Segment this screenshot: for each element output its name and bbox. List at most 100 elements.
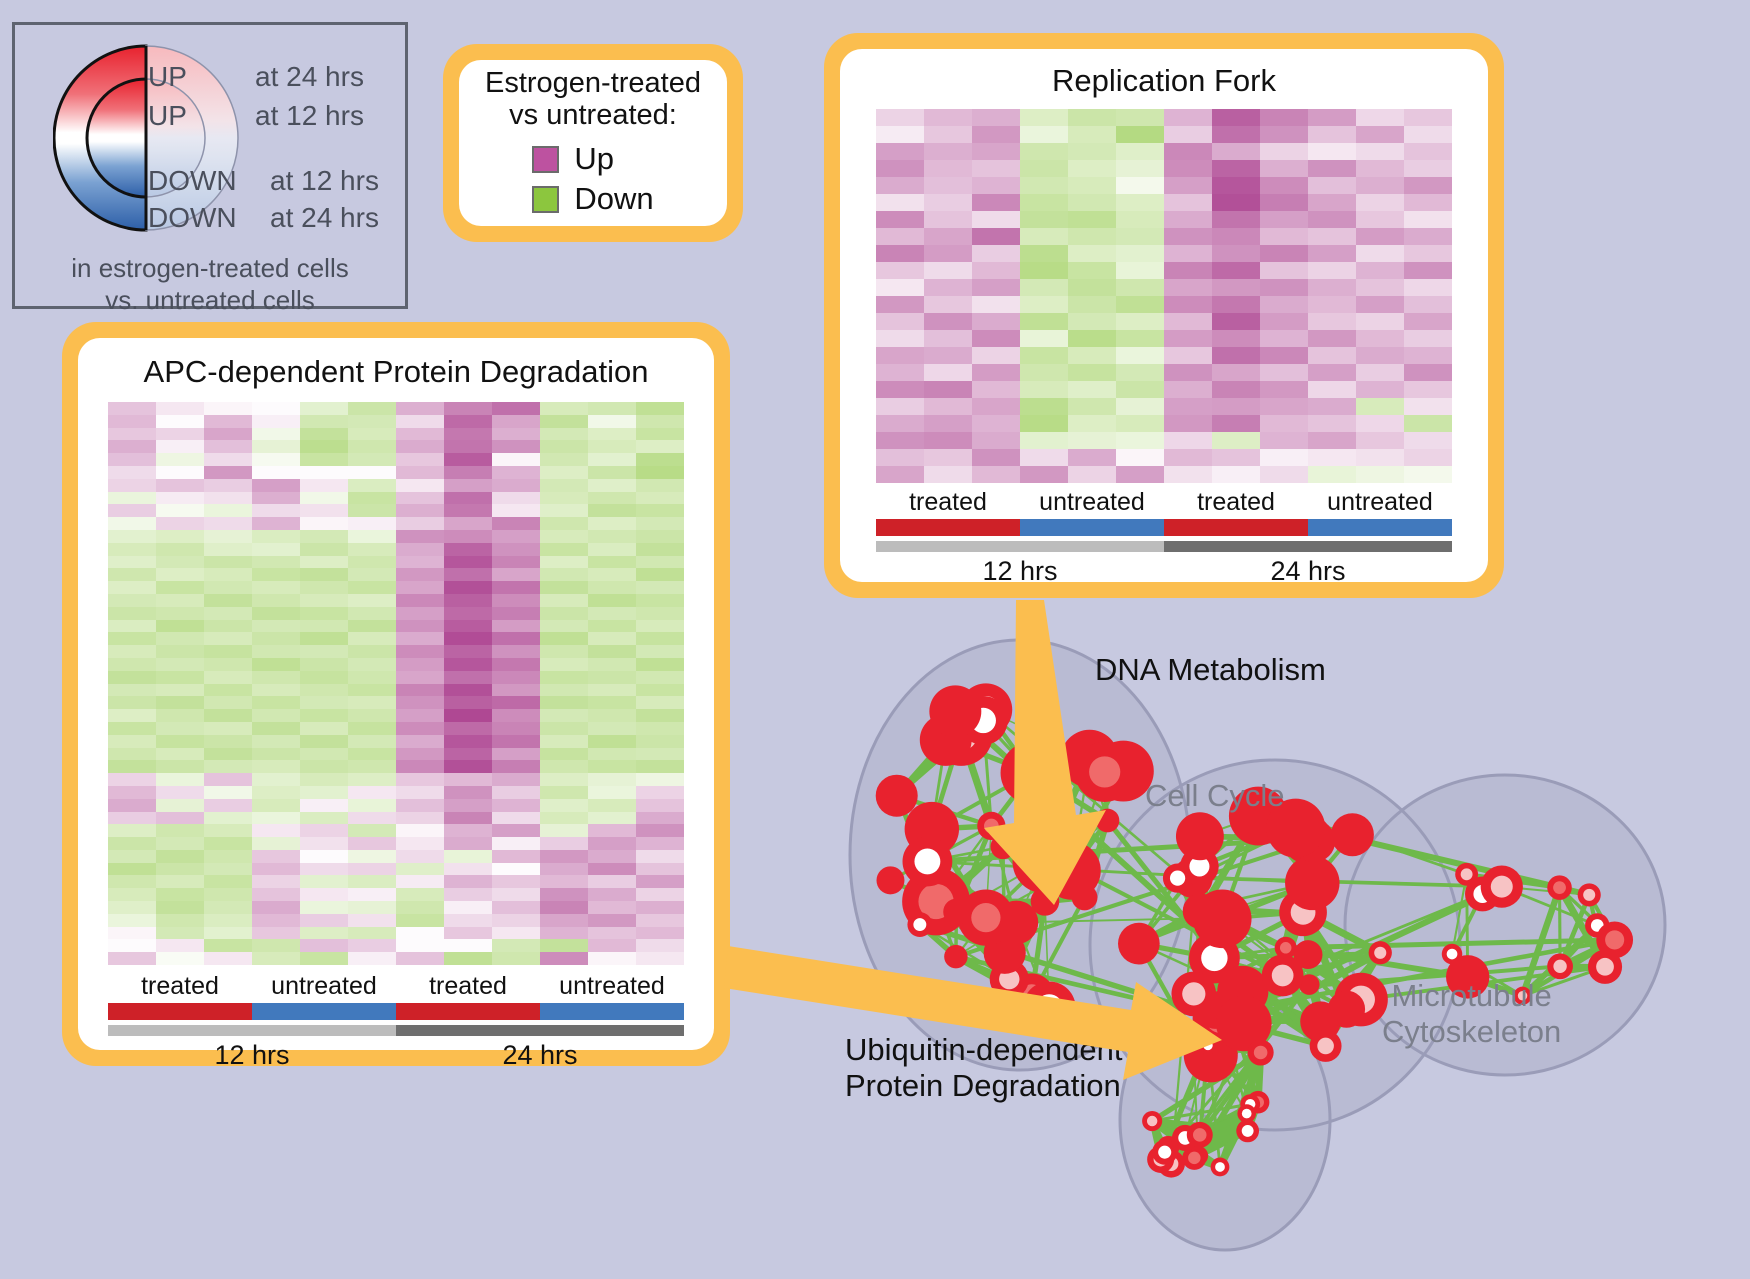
heatmap-cell bbox=[204, 939, 252, 953]
network-node[interactable] bbox=[943, 898, 970, 925]
heatmap-cell bbox=[1260, 381, 1308, 398]
heatmap-cell bbox=[348, 939, 396, 953]
heatmap-cell bbox=[1356, 296, 1404, 313]
heatmap-cell bbox=[636, 645, 684, 658]
network-node[interactable] bbox=[1293, 940, 1323, 970]
network-node[interactable] bbox=[929, 685, 982, 738]
network-node[interactable] bbox=[1095, 808, 1120, 833]
time-label: 24 hrs bbox=[1270, 556, 1346, 586]
network-node[interactable] bbox=[902, 836, 953, 887]
network-node[interactable] bbox=[1152, 1139, 1178, 1165]
network-node[interactable] bbox=[1330, 813, 1374, 857]
network-node[interactable] bbox=[1327, 990, 1366, 1028]
heatmap-cell bbox=[1020, 449, 1068, 466]
heatmap-cell bbox=[1116, 296, 1164, 313]
network-node[interactable] bbox=[1577, 883, 1601, 907]
heatmap-cell bbox=[492, 491, 540, 505]
network-node[interactable] bbox=[1210, 1157, 1230, 1177]
network-node[interactable] bbox=[1182, 893, 1219, 929]
heatmap-cell bbox=[1308, 262, 1356, 279]
heatmap-cell bbox=[396, 529, 444, 543]
treatment-color-bar bbox=[1164, 519, 1308, 536]
network-node[interactable] bbox=[1547, 875, 1572, 900]
network-node[interactable] bbox=[1480, 865, 1523, 908]
heatmap-cell bbox=[540, 888, 588, 902]
network-node[interactable] bbox=[1547, 953, 1573, 980]
network-node[interactable] bbox=[1237, 1104, 1257, 1123]
heatmap-cell bbox=[252, 824, 300, 838]
network-node[interactable] bbox=[1162, 863, 1193, 893]
network-node[interactable] bbox=[875, 774, 918, 817]
heatmap-cell bbox=[540, 670, 588, 684]
heatmap-cell bbox=[540, 529, 588, 543]
heatmap-cell bbox=[1308, 211, 1356, 228]
heatmap-cell bbox=[1404, 194, 1452, 211]
heatmap-cell bbox=[1308, 228, 1356, 245]
network-node[interactable] bbox=[1368, 941, 1392, 965]
heatmap-cell bbox=[540, 785, 588, 799]
network-node[interactable] bbox=[1596, 921, 1634, 959]
network-node[interactable] bbox=[1198, 1036, 1218, 1055]
heatmap-cell bbox=[492, 760, 540, 774]
heatmap-cell bbox=[1164, 398, 1212, 415]
heatmap-cell bbox=[540, 555, 588, 569]
network-node[interactable] bbox=[1236, 1119, 1260, 1143]
heatmap-cell bbox=[1020, 432, 1068, 449]
network-node[interactable] bbox=[1216, 995, 1272, 1052]
heatmap-cell bbox=[444, 939, 492, 953]
heatmap-cell bbox=[924, 160, 972, 177]
network-node[interactable] bbox=[1182, 1145, 1207, 1170]
network-node[interactable] bbox=[1186, 1121, 1213, 1148]
heatmap-cell bbox=[1356, 194, 1404, 211]
network-node[interactable] bbox=[1261, 954, 1304, 997]
heatmap-cell bbox=[876, 177, 924, 194]
heatmap-cell bbox=[492, 402, 540, 415]
heatmap-cell bbox=[1356, 364, 1404, 381]
heatmap-cell bbox=[636, 683, 684, 697]
heatmap-cell bbox=[1260, 194, 1308, 211]
network-node[interactable] bbox=[1000, 741, 1063, 804]
network-node[interactable] bbox=[907, 912, 933, 937]
heatmap-cell bbox=[348, 478, 396, 492]
legend-label-up: Up bbox=[574, 141, 614, 177]
network-node[interactable] bbox=[1298, 974, 1320, 995]
network-node[interactable] bbox=[977, 811, 1006, 841]
network-node[interactable] bbox=[944, 944, 968, 969]
heatmap-cell bbox=[1164, 126, 1212, 143]
network-node[interactable] bbox=[1513, 986, 1532, 1005]
network-node[interactable] bbox=[1309, 1030, 1342, 1062]
heatmap-cell bbox=[492, 862, 540, 876]
network-node[interactable] bbox=[1587, 949, 1623, 984]
network-node[interactable] bbox=[876, 866, 905, 895]
network-node[interactable] bbox=[1074, 741, 1135, 802]
network-node[interactable] bbox=[1142, 1110, 1163, 1132]
heatmap-cell bbox=[492, 581, 540, 594]
heatmap-cell bbox=[108, 798, 156, 812]
heatmap-cell bbox=[396, 440, 444, 454]
heatmap-cell bbox=[204, 453, 252, 466]
heatmap-cell bbox=[156, 402, 204, 415]
network-node[interactable] bbox=[1171, 971, 1217, 1017]
heatmap-cell bbox=[1020, 347, 1068, 364]
cluster-halo-microtubule bbox=[1345, 775, 1665, 1075]
network-node[interactable] bbox=[1247, 1039, 1274, 1066]
heatmap-cell bbox=[492, 427, 540, 441]
network-node[interactable] bbox=[1012, 829, 1076, 894]
network-node[interactable] bbox=[1446, 955, 1490, 999]
heatmap-cell bbox=[444, 427, 492, 441]
network-node[interactable] bbox=[1118, 922, 1160, 965]
heatmap-cell bbox=[348, 709, 396, 722]
network-node[interactable] bbox=[1022, 981, 1076, 1035]
heatmap-cell bbox=[396, 542, 444, 556]
heatmap-cell bbox=[540, 427, 588, 441]
network-node[interactable] bbox=[1274, 936, 1297, 959]
network-node[interactable] bbox=[1175, 812, 1224, 861]
heatmap-cell bbox=[1356, 381, 1404, 398]
network-node[interactable] bbox=[1285, 855, 1340, 911]
heatmap-cell bbox=[1020, 126, 1068, 143]
heatmap-cell bbox=[1356, 211, 1404, 228]
network-node[interactable] bbox=[1266, 798, 1326, 858]
network-edge bbox=[1450, 874, 1468, 955]
heatmap-cell bbox=[636, 926, 684, 940]
heatmap-cell bbox=[396, 862, 444, 876]
